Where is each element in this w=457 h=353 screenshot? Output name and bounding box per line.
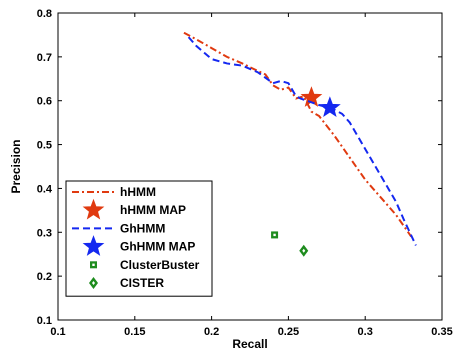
legend-label: CISTER (120, 276, 164, 290)
axes-frame (57, 12, 443, 321)
x-tick-label: 0.3 (358, 326, 373, 338)
legend-label: GhHMM MAP (120, 240, 195, 254)
y-tick-label: 0.3 (37, 227, 52, 239)
legend-swatch-1 (82, 198, 105, 220)
x-tick-label: 0.2 (204, 326, 219, 338)
x-axis-label: Recall (232, 337, 267, 351)
y-tick-label: 0.4 (37, 183, 53, 195)
legend-box (65, 180, 213, 297)
plot-area (183, 31, 417, 257)
legend-label: ClusterBuster (120, 258, 200, 272)
y-tick-label: 0.7 (37, 52, 52, 64)
x-tick-label: 0.35 (431, 326, 452, 338)
legend-label: GhHMM (120, 221, 165, 235)
legend: hHMM hHMM MAP GhHMM GhHMM MAP ClusterBuster C… (65, 180, 213, 297)
axes: 0.1 0.15 0.2 0.25 0.3 0.35 0.1 0.2 0.3 0.4 0.5 0.6 0… (9, 8, 453, 351)
series-point-5-center (302, 248, 306, 253)
x-tick-label: 0.25 (278, 326, 299, 338)
y-tick-label: 0.1 (37, 315, 52, 327)
series-point-3 (319, 96, 341, 117)
y-tick-label: 0.8 (37, 8, 52, 20)
y-tick-label: 0.2 (37, 271, 52, 283)
series-point-4-center (273, 233, 276, 237)
legend-label: hHMM MAP (120, 203, 186, 217)
y-tick-label: 0.6 (37, 96, 52, 108)
legend-swatch-3 (82, 235, 105, 256)
legend-swatch-5-center (92, 281, 95, 285)
x-tick-label: 0.1 (50, 326, 65, 338)
legend-swatch-4-center (92, 263, 95, 266)
y-axis-label: Precision (9, 139, 23, 193)
legend-label: hHMM (120, 185, 156, 199)
series-line-2 (187, 36, 417, 246)
series-line-0 (183, 31, 413, 238)
y-tick-label: 0.5 (37, 140, 52, 152)
x-tick-label: 0.15 (124, 326, 145, 338)
